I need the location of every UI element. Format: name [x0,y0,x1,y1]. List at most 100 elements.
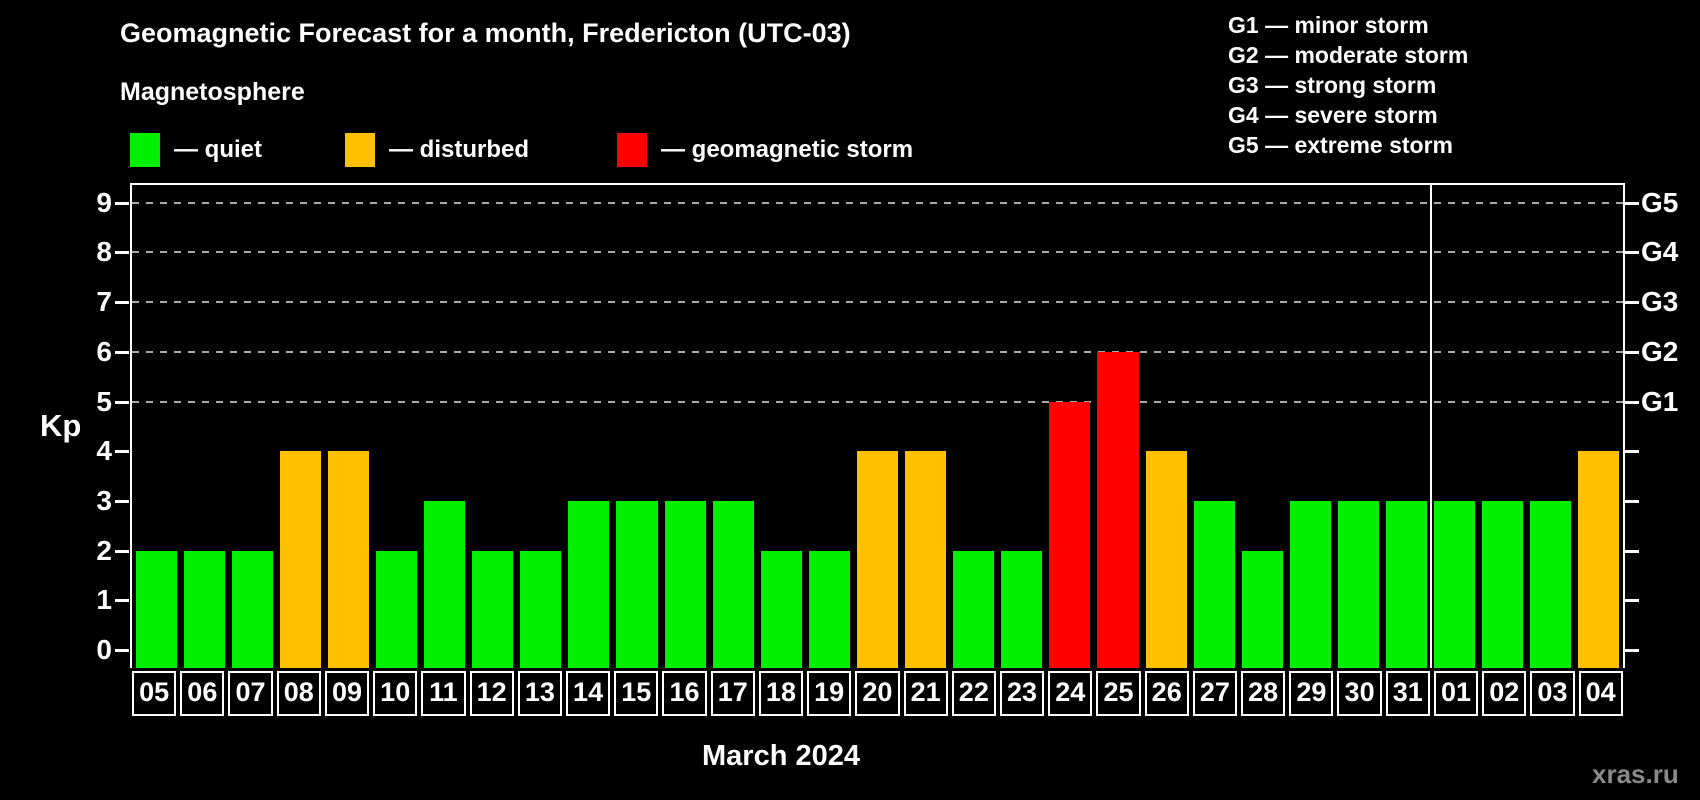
g-scale-label-G1: G1 [1641,385,1679,417]
day-label-box: 12 [469,671,514,716]
g-scale-label-G5: G5 [1641,186,1679,218]
day-label-box: 30 [1337,671,1382,716]
legend-swatch-quiet [130,133,160,167]
y-tick-left-7 [115,301,129,305]
day-label-box: 13 [517,671,562,716]
g-scale-label-G2: G2 [1641,335,1679,367]
bar-day-24 [1049,401,1091,668]
day-label-box: 17 [710,671,755,716]
bar-day-14 [568,500,610,668]
legend-label-disturbed: — disturbed [389,136,530,163]
bar-day-19 [808,550,850,668]
day-label-box: 05 [132,671,177,716]
storm-scale-line-2: G2 — moderate storm [1228,42,1469,68]
day-label-box: 01 [1433,671,1479,716]
month-separator [1429,185,1432,668]
day-label-box: 07 [228,671,273,716]
day-label-box: 04 [1578,671,1623,716]
y-tick-right-6 [1625,350,1639,354]
bar-day-11 [424,500,466,668]
day-label-box: 19 [807,671,852,716]
legend-swatch-storm [617,133,647,167]
y-tick-right-1 [1625,599,1639,603]
day-label-box: 10 [373,671,418,716]
day-label-box: 09 [324,671,370,716]
day-label-box: 31 [1385,671,1430,716]
y-axis-title: Kp [40,408,82,443]
g-scale-label-G3: G3 [1641,286,1679,318]
bar-day-29 [1289,500,1331,668]
day-label-box: 20 [855,671,900,716]
legend-label-storm: — geomagnetic storm [661,136,914,163]
legend-label-quiet: — quiet [174,136,262,163]
gridline-kp8 [132,251,1623,254]
day-label-box: 22 [951,671,996,716]
y-tick-label-7: 7 [96,286,112,318]
y-tick-left-9 [115,201,129,205]
bar-day-03 [1530,500,1572,668]
bar-day-25 [1097,351,1139,668]
bar-day-10 [375,550,418,668]
y-tick-label-1: 1 [96,584,112,616]
day-label-box: 29 [1289,671,1334,716]
day-label-box: 06 [180,671,225,716]
y-tick-left-5 [115,400,129,404]
y-tick-label-6: 6 [96,335,112,367]
day-label-box: 24 [1048,671,1093,716]
bar-day-30 [1337,500,1379,668]
y-tick-left-8 [115,251,129,255]
bar-day-28 [1241,550,1283,668]
day-label-box: 18 [758,671,804,716]
bar-day-15 [616,500,658,668]
bar-day-27 [1193,500,1235,668]
day-label-box: 16 [662,671,707,716]
bar-day-09 [327,451,369,668]
day-label-box: 23 [999,671,1045,716]
y-tick-label-9: 9 [96,186,112,218]
legend-item-disturbed: — disturbed [345,132,529,168]
bar-day-05 [135,550,177,668]
storm-scale-line-1: G1 — minor storm [1228,12,1429,38]
day-label-box: 08 [276,671,321,716]
day-label-box: 28 [1241,671,1286,716]
y-tick-right-5 [1625,400,1639,404]
bar-day-02 [1482,500,1524,668]
day-label-box: 25 [1096,671,1141,716]
gridline-kp6 [132,350,1623,353]
day-label-box: 26 [1144,671,1189,716]
bar-day-17 [712,500,754,668]
y-tick-left-6 [115,350,129,354]
legend-item-quiet: — quiet [130,132,262,168]
chart-subtitle: Magnetosphere [120,78,305,106]
y-tick-right-0 [1625,649,1639,652]
y-tick-label-5: 5 [96,385,112,417]
bar-day-21 [905,451,947,668]
y-tick-right-2 [1625,549,1639,553]
storm-scale-line-5: G5 — extreme storm [1228,132,1453,158]
bar-day-13 [520,550,562,668]
chart-title: Geomagnetic Forecast for a month, Freder… [120,18,851,48]
y-tick-left-2 [115,549,129,553]
y-tick-right-4 [1625,450,1639,454]
bar-day-22 [953,550,995,668]
x-axis-day-labels: 05 06 07 08 09 10 11 12 13 14 15 16 17 18 19 20 21 22 23 24… [130,671,1625,716]
y-tick-left-0 [115,649,129,652]
y-tick-label-2: 2 [96,534,112,566]
x-axis-title: March 2024 [702,740,860,772]
y-tick-left-1 [115,599,129,603]
bar-day-06 [183,550,225,668]
y-tick-label-3: 3 [96,484,112,516]
gridline-kp7 [132,301,1623,304]
y-tick-right-7 [1625,301,1639,305]
day-label-box: 11 [421,671,466,716]
plot-area [130,183,1625,668]
storm-scale-line-4: G4 — severe storm [1228,102,1438,128]
day-label-box: 02 [1482,671,1527,716]
y-tick-left-4 [115,450,129,454]
g-scale-label-G4: G4 [1641,236,1679,268]
y-tick-right-8 [1625,251,1639,255]
y-tick-right-3 [1625,499,1639,503]
day-label-box: 27 [1192,671,1238,716]
bar-day-18 [760,550,802,668]
bar-day-26 [1145,451,1187,668]
